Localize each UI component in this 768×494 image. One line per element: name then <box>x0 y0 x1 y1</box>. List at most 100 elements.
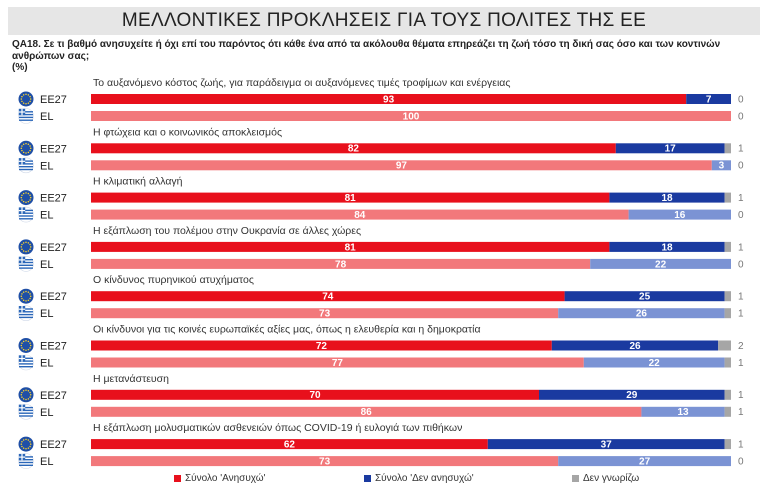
greek-flag-stripe <box>19 212 33 214</box>
value-label-not-concerned: 29 <box>626 390 638 401</box>
category-label: Οι κίνδυνοι για τις κοινές ευρωπαϊκές αξ… <box>93 324 481 336</box>
group-label: EL <box>40 358 53 370</box>
eu-flag-star <box>21 194 23 196</box>
greek-flag-stripe <box>19 113 33 116</box>
eu-flag-star <box>29 95 31 98</box>
bar-not-concerned <box>564 291 725 302</box>
eu-flag-star <box>25 201 27 204</box>
eu-flag-star <box>21 199 23 201</box>
eu-flag-star <box>20 443 23 445</box>
value-label-concerned: 73 <box>319 457 331 468</box>
legend-swatch-dont-know <box>572 475 579 482</box>
eu-flag-star <box>25 340 27 342</box>
eu-flag-star <box>21 391 23 394</box>
value-label-not-concerned: 26 <box>636 309 648 320</box>
eu-flag-star <box>22 151 25 154</box>
value-label-not-concerned: 18 <box>661 193 673 204</box>
group-label: EE27 <box>40 291 67 303</box>
greek-flag-stripe <box>19 415 33 417</box>
bar-not-concerned <box>487 439 725 450</box>
eu-flag-icon <box>18 436 34 452</box>
bar-dont-know <box>718 340 731 351</box>
bar-not-concerned <box>641 406 725 417</box>
bar-not-concerned <box>551 340 719 351</box>
bar-not-concerned <box>558 456 731 467</box>
eu-flag-star <box>27 151 30 154</box>
eu-flag-star <box>27 192 30 195</box>
bar-not-concerned <box>590 258 731 269</box>
value-label-concerned: 81 <box>345 242 357 253</box>
value-label-concerned: 72 <box>316 341 328 352</box>
bar-concerned <box>91 389 539 400</box>
group-label: EE27 <box>40 94 67 106</box>
value-label-concerned: 74 <box>322 292 334 303</box>
eu-flag-star <box>25 102 27 105</box>
legend-swatch-concerned <box>174 475 181 482</box>
greek-flag-stripe <box>19 363 33 365</box>
category-label: Η εξάπλωση μολυσματικών ασθενειών όπως C… <box>93 422 462 434</box>
bar-dont-know <box>724 357 731 368</box>
greek-flag-stripe <box>19 168 33 171</box>
eu-flag-star <box>27 348 30 351</box>
greek-flag-stripe <box>19 160 33 162</box>
eu-flag-icon <box>18 239 34 255</box>
eu-flag-star <box>22 299 25 302</box>
eu-flag-star <box>20 246 23 248</box>
bar-not-concerned <box>686 94 731 104</box>
eu-flag-star <box>29 391 31 394</box>
greek-flag-icon <box>18 256 34 272</box>
eu-flag-icon <box>18 140 34 156</box>
legend-label-concerned: Σύνολο 'Ανησυχώ' <box>185 473 266 484</box>
eu-flag-star <box>27 143 30 145</box>
bar-concerned <box>91 241 610 252</box>
value-label-not-concerned: 13 <box>677 407 689 418</box>
value-label-dont-know: 0 <box>738 94 744 105</box>
bar-dont-know <box>724 389 731 400</box>
eu-flag-star <box>25 241 27 243</box>
value-label-dont-know: 1 <box>738 440 744 451</box>
greek-flag-stripe <box>19 163 33 165</box>
bar-concerned <box>91 439 488 450</box>
eu-flag-star <box>22 102 25 104</box>
eu-flag-star <box>22 192 25 195</box>
eu-flag-star <box>25 398 27 401</box>
greek-flag-stripe <box>19 316 33 319</box>
greek-flag-cross <box>18 259 26 261</box>
eu-flag-star <box>29 98 32 100</box>
eu-flag-star <box>27 398 30 400</box>
eu-flag-star <box>21 149 23 152</box>
bar-concerned <box>91 111 731 121</box>
greek-flag-icon <box>18 157 34 174</box>
greek-flag-stripe <box>19 409 33 412</box>
bar-concerned <box>91 258 591 269</box>
eu-flag-star <box>22 398 25 400</box>
eu-flag-icon <box>18 190 34 206</box>
bar-not-concerned <box>711 160 731 171</box>
eu-flag-star <box>29 100 31 103</box>
bar-concerned <box>91 456 559 467</box>
eu-flag-star <box>21 297 23 300</box>
bar-concerned <box>91 143 616 154</box>
eu-flag-star <box>29 394 32 396</box>
greek-flag-cross <box>18 456 26 458</box>
bar-not-concerned <box>583 357 725 368</box>
question-text: QA18. Σε τι βαθμό ανησυχείτε ή όχι επί τ… <box>12 39 721 62</box>
eu-flag-star <box>25 389 27 391</box>
greek-flag-icon <box>18 206 34 223</box>
eu-flag-star <box>21 248 23 250</box>
eu-flag-star <box>25 250 27 253</box>
greek-flag-stripe <box>19 259 33 261</box>
bar-not-concerned <box>628 209 731 220</box>
greek-flag-icon <box>18 354 34 371</box>
bar-not-concerned <box>609 241 725 252</box>
bar-dont-know <box>724 241 731 252</box>
group-label: EE27 <box>40 390 67 402</box>
eu-flag-star <box>29 293 31 295</box>
eu-flag-star <box>29 246 32 248</box>
category-label: Η φτώχεια και ο κοινωνικός αποκλεισμός <box>93 126 282 138</box>
greek-flag-cross <box>18 407 26 409</box>
greek-flag-stripe <box>19 412 33 414</box>
value-label-not-concerned: 22 <box>655 259 667 270</box>
value-label-dont-know: 1 <box>738 390 744 401</box>
eu-flag-star <box>29 396 31 398</box>
